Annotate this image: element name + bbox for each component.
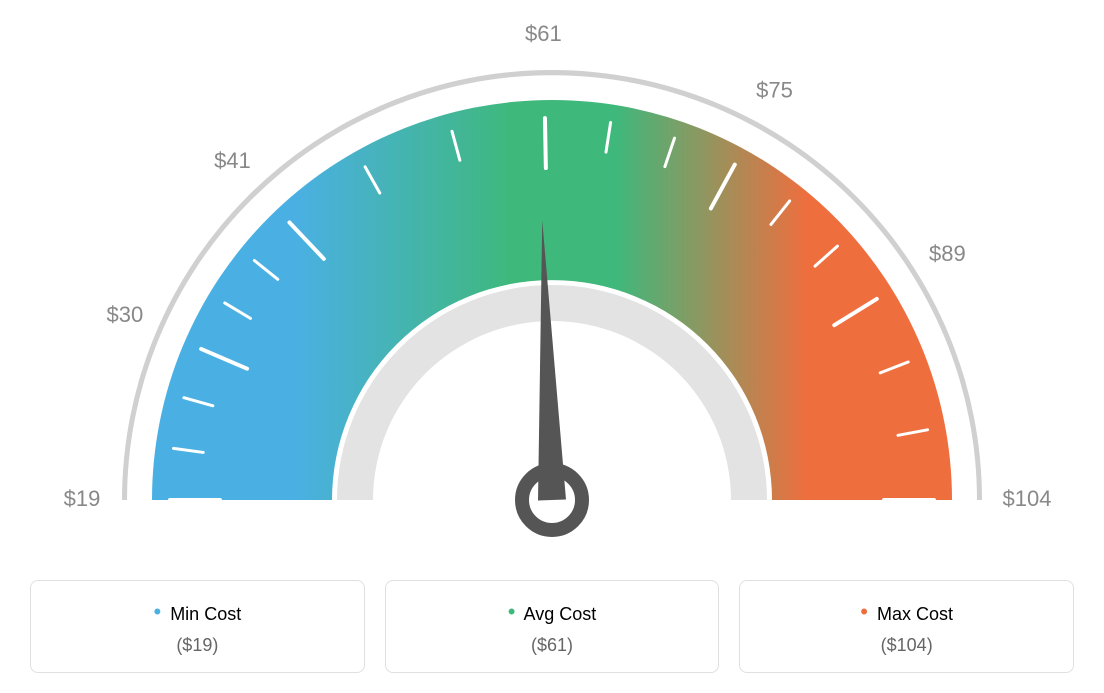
legend-max-value: ($104)	[750, 635, 1063, 656]
gauge-tick-label: $104	[1003, 486, 1052, 511]
dot-icon-max: •	[860, 599, 868, 624]
legend-max-box: • Max Cost ($104)	[739, 580, 1074, 673]
legend-max-title: • Max Cost	[750, 599, 1063, 625]
legend-min-label: Min Cost	[170, 604, 241, 624]
gauge-svg: $19 $30 $41 $61 $75 $89 $104	[22, 10, 1082, 570]
legend-avg-label: Avg Cost	[524, 604, 597, 624]
dot-icon-avg: •	[508, 599, 516, 624]
gauge-chart-container: $19 $30 $41 $61 $75 $89 $104 • Min Cost ($19) …	[0, 0, 1104, 693]
legend-min-value: ($19)	[41, 635, 354, 656]
legend-avg-box: • Avg Cost ($61)	[385, 580, 720, 673]
gauge-tick-label: $30	[107, 302, 144, 327]
gauge-wrap: $19 $30 $41 $61 $75 $89 $104	[20, 10, 1084, 570]
legend-min-box: • Min Cost ($19)	[30, 580, 365, 673]
gauge-tick-label: $19	[64, 486, 101, 511]
gauge-tick-label: $41	[214, 148, 251, 173]
gauge-tick-label: $75	[756, 78, 793, 103]
legend-min-title: • Min Cost	[41, 599, 354, 625]
legend-avg-title: • Avg Cost	[396, 599, 709, 625]
legend-avg-value: ($61)	[396, 635, 709, 656]
gauge-tick-label: $89	[929, 241, 966, 266]
legend-max-label: Max Cost	[877, 604, 953, 624]
legend-row: • Min Cost ($19) • Avg Cost ($61) • Max …	[20, 580, 1084, 673]
gauge-tick-label: $61	[525, 21, 562, 46]
dot-icon-min: •	[153, 599, 161, 624]
